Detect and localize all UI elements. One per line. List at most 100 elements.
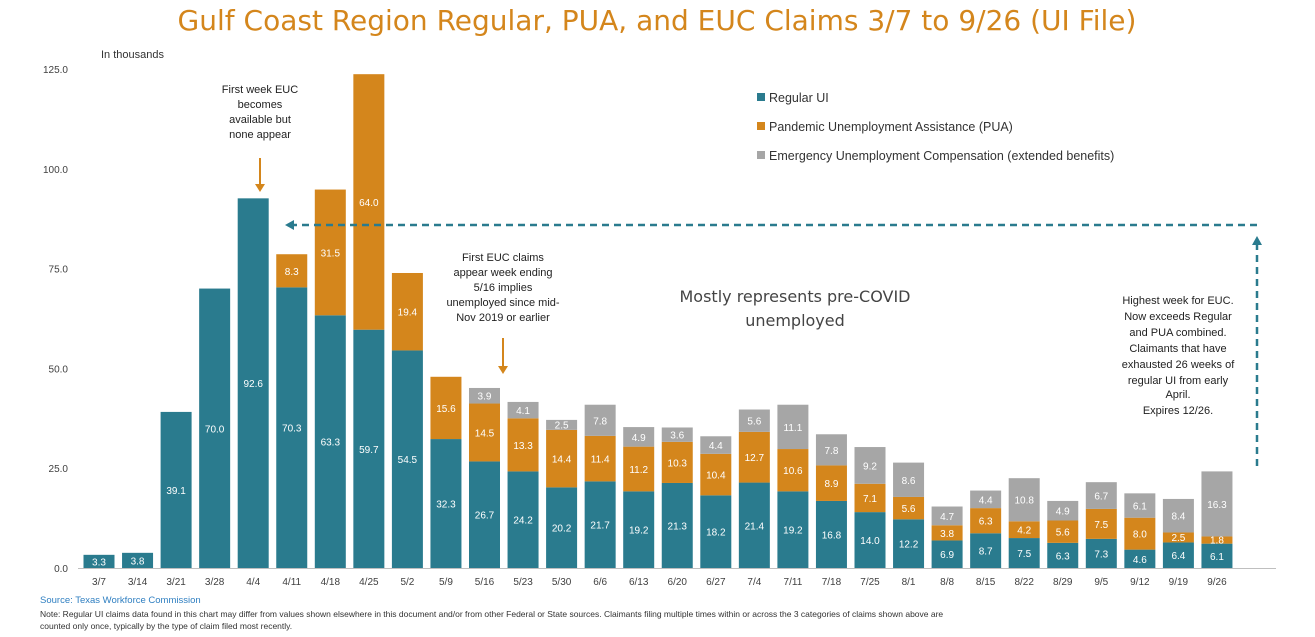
y-tick-label: 125.0 bbox=[43, 65, 68, 76]
bar-segment-euc bbox=[661, 427, 693, 442]
bar-segment-regular-ui bbox=[1162, 542, 1194, 568]
bar-label-pua: 5.6 bbox=[902, 504, 916, 515]
x-tick-label: 9/19 bbox=[1169, 577, 1189, 588]
x-tick-label: 7/4 bbox=[747, 577, 761, 588]
annotation-line: April. bbox=[1165, 389, 1190, 401]
bar-segment-euc bbox=[777, 404, 809, 450]
bar-segment-regular-ui bbox=[854, 512, 886, 568]
annotation-line: Expires 12/26. bbox=[1143, 405, 1213, 417]
bar-label-euc: 8.4 bbox=[1171, 512, 1185, 523]
bar-label-pua: 11.2 bbox=[629, 465, 648, 476]
bar-label-pua: 1.8 bbox=[1210, 536, 1224, 547]
bar-segment-pua bbox=[430, 376, 462, 440]
x-tick-label: 5/2 bbox=[400, 577, 414, 588]
annotation-highest-week: Highest week for EUC. Now exceeds Regula… bbox=[1122, 295, 1235, 417]
left-arrow-icon bbox=[285, 220, 294, 230]
bar-segment-pua bbox=[469, 403, 500, 462]
bar-label-euc: 4.4 bbox=[979, 495, 993, 506]
bar-segment-regular-ui bbox=[1085, 538, 1117, 568]
bar-label-euc: 4.9 bbox=[632, 433, 646, 444]
annotation-first-euc-week: First week EUC becomes available but non… bbox=[222, 84, 298, 192]
bar-label-pua: 7.5 bbox=[1094, 520, 1108, 531]
bar-segment-regular-ui bbox=[893, 519, 925, 568]
bar-segment-regular-ui bbox=[122, 552, 154, 568]
bar-label-euc: 4.7 bbox=[940, 512, 954, 523]
bar-segment-regular-ui bbox=[160, 411, 192, 568]
legend-label-regular: Regular UI bbox=[769, 91, 829, 105]
bar-segment-euc bbox=[1162, 498, 1194, 533]
bar-segment-regular-ui bbox=[584, 481, 616, 568]
annotation-line: unemployed since mid- bbox=[446, 297, 559, 309]
x-tick-label: 6/20 bbox=[668, 577, 688, 588]
bar-label-pua: 31.5 bbox=[321, 248, 341, 259]
bar-segment-euc bbox=[1047, 500, 1079, 521]
bar-label-euc: 5.6 bbox=[747, 417, 761, 428]
bar-segment-pua bbox=[507, 418, 539, 472]
bar-segment-regular-ui bbox=[777, 491, 809, 568]
x-tick-label: 7/11 bbox=[784, 577, 803, 588]
bar-label-regular-ui: 26.7 bbox=[475, 511, 495, 522]
bar-label-pua: 8.3 bbox=[285, 267, 299, 278]
bar-label-pua: 7.1 bbox=[863, 494, 877, 505]
bar-segment-euc bbox=[1124, 493, 1156, 518]
bar-segment-regular-ui bbox=[738, 482, 770, 568]
bar-segment-regular-ui bbox=[1124, 549, 1156, 568]
bar-label-pua: 10.6 bbox=[783, 466, 803, 477]
bars-group: 3.3 3.8 39.1 70.0 92.6 70.3 8.3 63.3 31.5 59.7 64.… bbox=[83, 74, 1233, 568]
bar-segment-regular-ui bbox=[931, 540, 963, 568]
legend-label-euc: Emergency Unemployment Compensation (ext… bbox=[769, 149, 1114, 163]
down-arrow-icon bbox=[498, 366, 508, 374]
bar-segment-euc bbox=[738, 409, 770, 432]
bar-segment-regular-ui bbox=[623, 491, 655, 568]
bar-segment-regular-ui bbox=[83, 554, 115, 568]
bar-label-regular-ui: 59.7 bbox=[359, 445, 379, 456]
bar-label-regular-ui: 3.3 bbox=[92, 557, 106, 568]
bar-segment-regular-ui bbox=[1008, 538, 1040, 568]
bar-segment-pua bbox=[700, 453, 732, 496]
bar-segment-pua bbox=[777, 449, 809, 492]
bar-label-euc: 3.9 bbox=[478, 392, 492, 403]
annotation-line: becomes bbox=[238, 99, 283, 111]
annotation-line: Highest week for EUC. bbox=[1122, 295, 1233, 307]
bar-segment-regular-ui bbox=[546, 487, 578, 568]
bar-segment-regular-ui bbox=[391, 350, 423, 568]
x-tick-label: 9/12 bbox=[1130, 577, 1150, 588]
bar-label-regular-ui: 12.2 bbox=[899, 540, 919, 551]
bar-segment-regular-ui bbox=[1201, 543, 1233, 568]
y-axis: 0.0 25.0 50.0 75.0 100.0 125.0 bbox=[43, 65, 68, 575]
bar-label-regular-ui: 6.4 bbox=[1171, 551, 1185, 562]
bar-label-euc: 8.6 bbox=[902, 476, 916, 487]
up-arrow-icon bbox=[1252, 236, 1262, 245]
bar-segment-euc bbox=[893, 462, 925, 497]
footnote-line: Note: Regular UI claims data found in th… bbox=[40, 609, 943, 619]
x-tick-label: 7/25 bbox=[860, 577, 880, 588]
bar-label-pua: 14.5 bbox=[475, 428, 495, 439]
bar-segment-regular-ui bbox=[970, 533, 1002, 568]
bar-label-pua: 15.6 bbox=[436, 404, 456, 415]
annotation-line: Mostly represents pre-COVID bbox=[680, 287, 911, 306]
bar-label-euc: 10.8 bbox=[1014, 496, 1034, 507]
bar-segment-pua bbox=[1008, 521, 1040, 539]
bar-label-regular-ui: 6.1 bbox=[1210, 552, 1224, 563]
x-tick-label: 8/15 bbox=[976, 577, 996, 588]
units-label: In thousands bbox=[101, 49, 164, 61]
bar-segment-regular-ui bbox=[237, 198, 269, 568]
bar-label-pua: 10.3 bbox=[668, 458, 688, 469]
bar-label-pua: 14.4 bbox=[552, 455, 572, 466]
annotation-line: Claimants that have bbox=[1129, 343, 1226, 355]
x-tick-label: 6/27 bbox=[706, 577, 726, 588]
bar-segment-pua bbox=[623, 446, 655, 492]
bar-segment-pua bbox=[931, 525, 963, 541]
bar-segment-pua bbox=[546, 429, 578, 488]
x-tick-label: 6/6 bbox=[593, 577, 607, 588]
bar-segment-euc bbox=[469, 387, 500, 404]
bar-segment-regular-ui bbox=[353, 329, 385, 568]
bar-label-pua: 8.9 bbox=[824, 479, 838, 490]
bar-segment-euc bbox=[1085, 482, 1117, 509]
annotation-line: Now exceeds Regular bbox=[1124, 311, 1232, 323]
x-tick-label: 4/25 bbox=[359, 577, 379, 588]
y-tick-label: 25.0 bbox=[49, 464, 69, 475]
x-tick-label: 6/13 bbox=[629, 577, 649, 588]
bar-label-pua: 4.2 bbox=[1017, 526, 1031, 537]
x-tick-label: 5/9 bbox=[439, 577, 453, 588]
